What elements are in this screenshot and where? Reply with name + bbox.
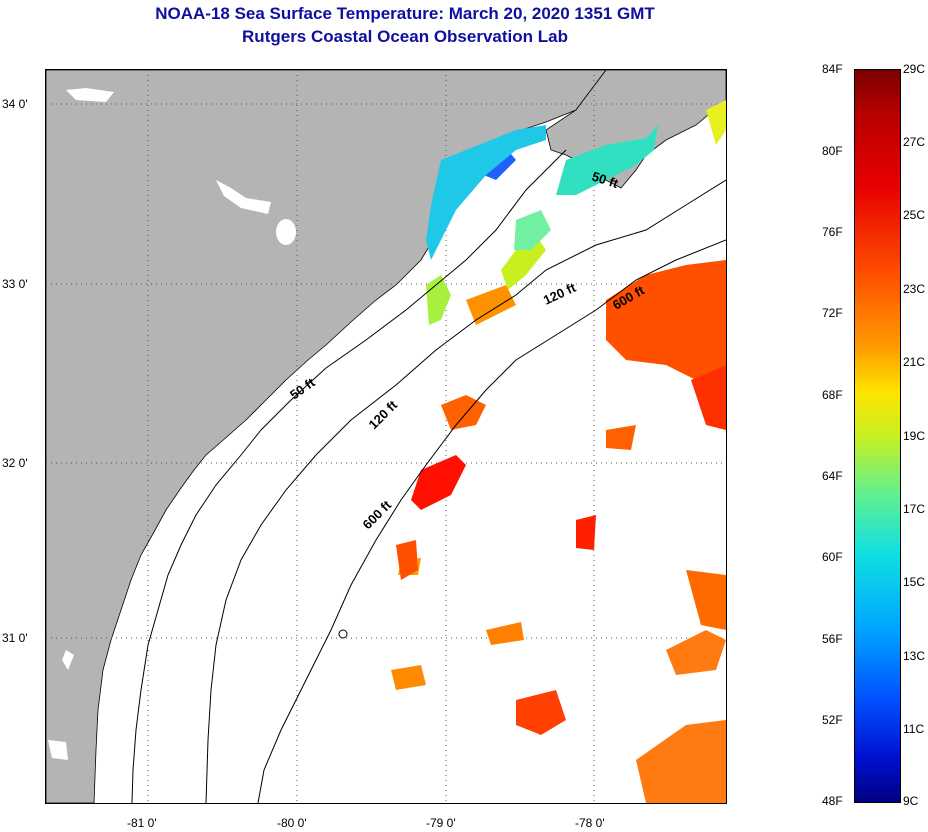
isobaths xyxy=(131,149,726,803)
colorbar-c-label: 17C xyxy=(903,502,926,516)
map-title: NOAA-18 Sea Surface Temperature: March 2… xyxy=(155,4,655,23)
colorbar-c-label: 23C xyxy=(903,282,926,296)
colorbar-f-label: 80F xyxy=(822,144,843,158)
colorbar-f-label: 64F xyxy=(822,469,843,483)
contour-label-120ft-south: 120 ft xyxy=(366,397,401,432)
colorbar-c-label: 13C xyxy=(903,649,926,663)
colorbar-f-label: 68F xyxy=(822,388,843,402)
colorbar-c-label: 29C xyxy=(903,62,926,76)
graticule xyxy=(46,70,726,803)
land-mass xyxy=(46,70,607,803)
colorbar-f-label: 48F xyxy=(822,794,843,808)
colorbar-c-label: 25C xyxy=(903,208,926,222)
colorbar-f-label: 76F xyxy=(822,225,843,239)
sst-patches xyxy=(391,100,726,803)
colorbar-c-label: 19C xyxy=(903,429,926,443)
colorbar-f-label: 84F xyxy=(822,62,843,76)
lon-label-81: -81 0' xyxy=(127,816,157,830)
contour-label-600ft-south: 600 ft xyxy=(360,497,395,532)
contour-label-50ft-south: 50 ft xyxy=(287,374,318,402)
lat-label-34: 34 0' xyxy=(2,97,28,111)
lat-label-33: 33 0' xyxy=(2,277,28,291)
colorbar-c-label: 9C xyxy=(903,794,919,808)
colorbar-f-label: 60F xyxy=(822,550,843,564)
colorbar-f-label: 72F xyxy=(822,306,843,320)
lat-label-31: 31 0' xyxy=(2,631,28,645)
colorbar-c-label: 21C xyxy=(903,355,926,369)
lon-label-78: -78 0' xyxy=(575,816,605,830)
colorbar-f-label: 52F xyxy=(822,713,843,727)
sst-map: 50 ft 120 ft 600 ft 50 ft 120 ft 600 ft xyxy=(45,69,727,804)
colorbar-c-label: 11C xyxy=(903,722,925,736)
colorbar-c-label: 27C xyxy=(903,135,926,149)
map-subtitle: Rutgers Coastal Ocean Observation Lab xyxy=(242,27,568,46)
lon-label-80: -80 0' xyxy=(277,816,307,830)
colorbar-f-label: 56F xyxy=(822,632,843,646)
lon-label-79: -79 0' xyxy=(426,816,456,830)
colorbar-c-label: 15C xyxy=(903,575,926,589)
temperature-colorbar xyxy=(854,69,901,803)
lat-label-32: 32 0' xyxy=(2,456,28,470)
